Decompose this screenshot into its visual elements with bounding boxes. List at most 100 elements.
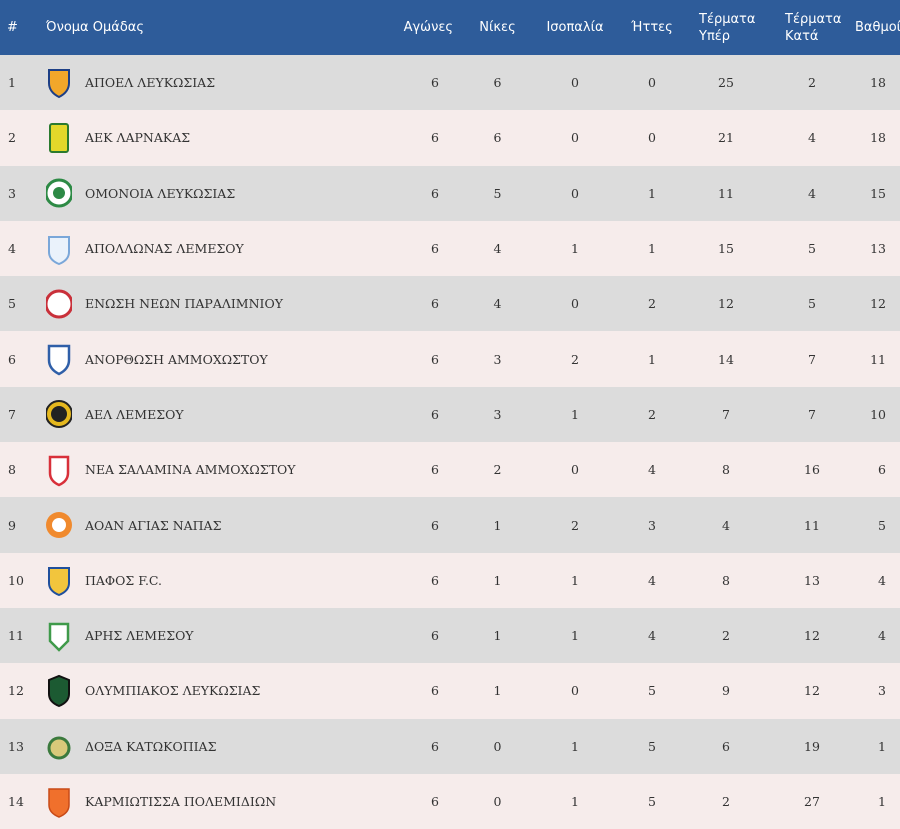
omonoia-crest-icon bbox=[43, 175, 75, 211]
header-goals-against-line2: Κατά bbox=[785, 28, 819, 44]
row-losses: 2 bbox=[648, 296, 656, 312]
team-cell[interactable]: ΑΕΛ ΛΕΜΕΣΟΥ bbox=[40, 387, 357, 442]
row-draws: 2 bbox=[571, 351, 579, 367]
team-cell[interactable]: ΝΕΑ ΣΑΛΑΜΙΝΑ ΑΜΜΟΧΩΣΤΟΥ bbox=[40, 442, 357, 497]
row-wins: 1 bbox=[493, 628, 502, 644]
row-goals-for: 15 bbox=[718, 241, 734, 257]
row-draws: 1 bbox=[571, 572, 579, 588]
team-name[interactable]: ΝΕΑ ΣΑΛΑΜΙΝΑ ΑΜΜΟΧΩΣΤΟΥ bbox=[85, 462, 296, 478]
team-cell[interactable]: ΑΝΟΡΘΩΣΗ ΑΜΜΟΧΩΣΤΟΥ bbox=[40, 331, 357, 386]
header-played[interactable]: Αγώνες bbox=[403, 20, 453, 35]
row-goals-against: 11 bbox=[804, 517, 820, 533]
row-points: 10 bbox=[870, 406, 886, 422]
team-cell[interactable]: ΟΛΥΜΠΙΑΚΟΣ ΛΕΥΚΩΣΙΑΣ bbox=[40, 663, 357, 718]
team-name[interactable]: ΑΝΟΡΘΩΣΗ ΑΜΜΟΧΩΣΤΟΥ bbox=[85, 351, 268, 367]
header-wins[interactable]: Νίκες bbox=[479, 20, 516, 35]
team-name[interactable]: ΟΛΥΜΠΙΑΚΟΣ ΛΕΥΚΩΣΙΑΣ bbox=[85, 683, 261, 699]
header-goals-for[interactable]: Τέρματα Υπέρ bbox=[683, 0, 769, 55]
team-cell[interactable]: ΟΜΟΝΟΙΑ ΛΕΥΚΩΣΙΑΣ bbox=[40, 166, 357, 221]
header-points[interactable]: Βαθμοί bbox=[855, 20, 900, 35]
row-position: 11 bbox=[8, 628, 24, 644]
team-name[interactable]: ΑΡΗΣ ΛΕΜΕΣΟΥ bbox=[85, 628, 194, 644]
row-goals-for: 7 bbox=[722, 406, 730, 422]
team-name[interactable]: ΑΕΛ ΛΕΜΕΣΟΥ bbox=[85, 406, 184, 422]
row-goals-for: 2 bbox=[722, 628, 730, 644]
team-name[interactable]: ΟΜΟΝΟΙΑ ΛΕΥΚΩΣΙΑΣ bbox=[85, 185, 236, 201]
team-name[interactable]: ΑΕΚ ΛΑΡΝΑΚΑΣ bbox=[85, 130, 191, 146]
team-name[interactable]: ΑΠΟΕΛ ΛΕΥΚΩΣΙΑΣ bbox=[85, 75, 216, 91]
team-cell[interactable]: ΑΡΗΣ ΛΕΜΕΣΟΥ bbox=[40, 608, 357, 663]
header-draws[interactable]: Ισοπαλία bbox=[546, 20, 604, 35]
row-wins: 0 bbox=[493, 738, 502, 754]
apoel-crest-icon bbox=[43, 65, 75, 101]
row-position: 5 bbox=[8, 296, 16, 312]
row-wins: 5 bbox=[493, 185, 502, 201]
row-losses: 5 bbox=[648, 738, 656, 754]
aek-crest-icon bbox=[43, 120, 75, 156]
doxa-crest-icon bbox=[43, 728, 75, 764]
row-wins: 1 bbox=[493, 683, 502, 699]
row-draws: 1 bbox=[571, 241, 579, 257]
header-losses[interactable]: Ήττες bbox=[631, 20, 673, 35]
table-row: 7 ΑΕΛ ΛΕΜΕΣΟΥ 6 3 1 2 7 7 10 bbox=[0, 386, 900, 443]
table-header-row: # Όνομα Ομάδας Αγώνες Νίκες Ισοπαλία Ήττ… bbox=[0, 0, 900, 55]
row-draws: 0 bbox=[571, 130, 579, 146]
row-goals-for: 6 bbox=[722, 738, 730, 754]
team-cell[interactable]: ΕΝΩΣΗ ΝΕΩΝ ΠΑΡΑΛΙΜΝΙΟΥ bbox=[40, 276, 357, 331]
row-position: 12 bbox=[8, 683, 24, 699]
row-goals-against: 13 bbox=[804, 572, 820, 588]
row-draws: 0 bbox=[571, 462, 579, 478]
row-points: 13 bbox=[870, 241, 886, 257]
aoan-crest-icon bbox=[43, 507, 75, 543]
table-row: 3 ΟΜΟΝΟΙΑ ΛΕΥΚΩΣΙΑΣ 6 5 0 1 11 4 15 bbox=[0, 165, 900, 221]
team-cell[interactable]: ΠΑΦΟΣ F.C. bbox=[40, 553, 357, 608]
team-cell[interactable]: ΚΑΡΜΙΩΤΙΣΣΑ ΠΟΛΕΜΙΔΙΩΝ bbox=[40, 774, 357, 829]
team-name[interactable]: ΠΑΦΟΣ F.C. bbox=[85, 572, 163, 588]
row-goals-for: 21 bbox=[718, 130, 734, 146]
row-goals-against: 27 bbox=[804, 794, 820, 809]
row-position: 1 bbox=[8, 75, 16, 91]
header-team-name[interactable]: Όνομα Ομάδας bbox=[46, 20, 144, 35]
team-name[interactable]: ΔΟΞΑ ΚΑΤΩΚΟΠΙΑΣ bbox=[85, 738, 217, 754]
row-points: 11 bbox=[870, 351, 886, 367]
row-goals-for: 2 bbox=[722, 794, 730, 809]
row-goals-for: 12 bbox=[718, 296, 734, 312]
team-name[interactable]: ΕΝΩΣΗ ΝΕΩΝ ΠΑΡΑΛΙΜΝΙΟΥ bbox=[85, 296, 283, 312]
table-row: 8 ΝΕΑ ΣΑΛΑΜΙΝΑ ΑΜΜΟΧΩΣΤΟΥ 6 2 0 4 8 16 6 bbox=[0, 442, 900, 498]
row-wins: 6 bbox=[493, 75, 502, 91]
row-points: 5 bbox=[878, 517, 886, 533]
row-losses: 2 bbox=[648, 406, 656, 422]
row-played: 6 bbox=[431, 185, 439, 201]
row-losses: 4 bbox=[648, 572, 656, 588]
team-cell[interactable]: ΑΠΟΛΛΩΝΑΣ ΛΕΜΕΣΟΥ bbox=[40, 221, 357, 276]
team-name[interactable]: ΚΑΡΜΙΩΤΙΣΣΑ ΠΟΛΕΜΙΔΙΩΝ bbox=[85, 794, 277, 809]
row-points: 12 bbox=[870, 296, 886, 312]
table-row: 2 ΑΕΚ ΛΑΡΝΑΚΑΣ 6 6 0 0 21 4 18 bbox=[0, 110, 900, 166]
row-played: 6 bbox=[431, 241, 439, 257]
header-goals-against[interactable]: Τέρματα Κατά bbox=[769, 0, 855, 55]
row-draws: 0 bbox=[571, 683, 579, 699]
team-cell[interactable]: ΑΕΚ ΛΑΡΝΑΚΑΣ bbox=[40, 110, 357, 165]
table-row: 5 ΕΝΩΣΗ ΝΕΩΝ ΠΑΡΑΛΙΜΝΙΟΥ 6 4 0 2 12 5 12 bbox=[0, 276, 900, 332]
row-played: 6 bbox=[431, 130, 439, 146]
team-cell[interactable]: ΑΠΟΕΛ ΛΕΥΚΩΣΙΑΣ bbox=[40, 55, 357, 110]
row-goals-for: 25 bbox=[718, 75, 734, 91]
row-played: 6 bbox=[431, 296, 439, 312]
row-position: 2 bbox=[8, 130, 16, 146]
row-points: 4 bbox=[878, 628, 886, 644]
row-played: 6 bbox=[431, 462, 439, 478]
team-cell[interactable]: ΑΟΑΝ ΑΓΙΑΣ ΝΑΠΑΣ bbox=[40, 497, 357, 552]
team-name[interactable]: ΑΟΑΝ ΑΓΙΑΣ ΝΑΠΑΣ bbox=[85, 517, 222, 533]
row-wins: 1 bbox=[493, 517, 502, 533]
row-position: 14 bbox=[8, 794, 24, 809]
team-name[interactable]: ΑΠΟΛΛΩΝΑΣ ΛΕΜΕΣΟΥ bbox=[85, 241, 244, 257]
apollon-crest-icon bbox=[43, 231, 75, 267]
table-row: 9 ΑΟΑΝ ΑΓΙΑΣ ΝΑΠΑΣ 6 1 2 3 4 11 5 bbox=[0, 497, 900, 553]
row-played: 6 bbox=[431, 572, 439, 588]
header-position[interactable]: # bbox=[7, 20, 18, 35]
karmiotissa-crest-icon bbox=[43, 784, 75, 820]
header-goals-for-line1: Τέρματα bbox=[699, 11, 756, 27]
row-goals-for: 8 bbox=[722, 462, 730, 478]
row-losses: 5 bbox=[648, 794, 656, 809]
team-cell[interactable]: ΔΟΞΑ ΚΑΤΩΚΟΠΙΑΣ bbox=[40, 719, 357, 774]
